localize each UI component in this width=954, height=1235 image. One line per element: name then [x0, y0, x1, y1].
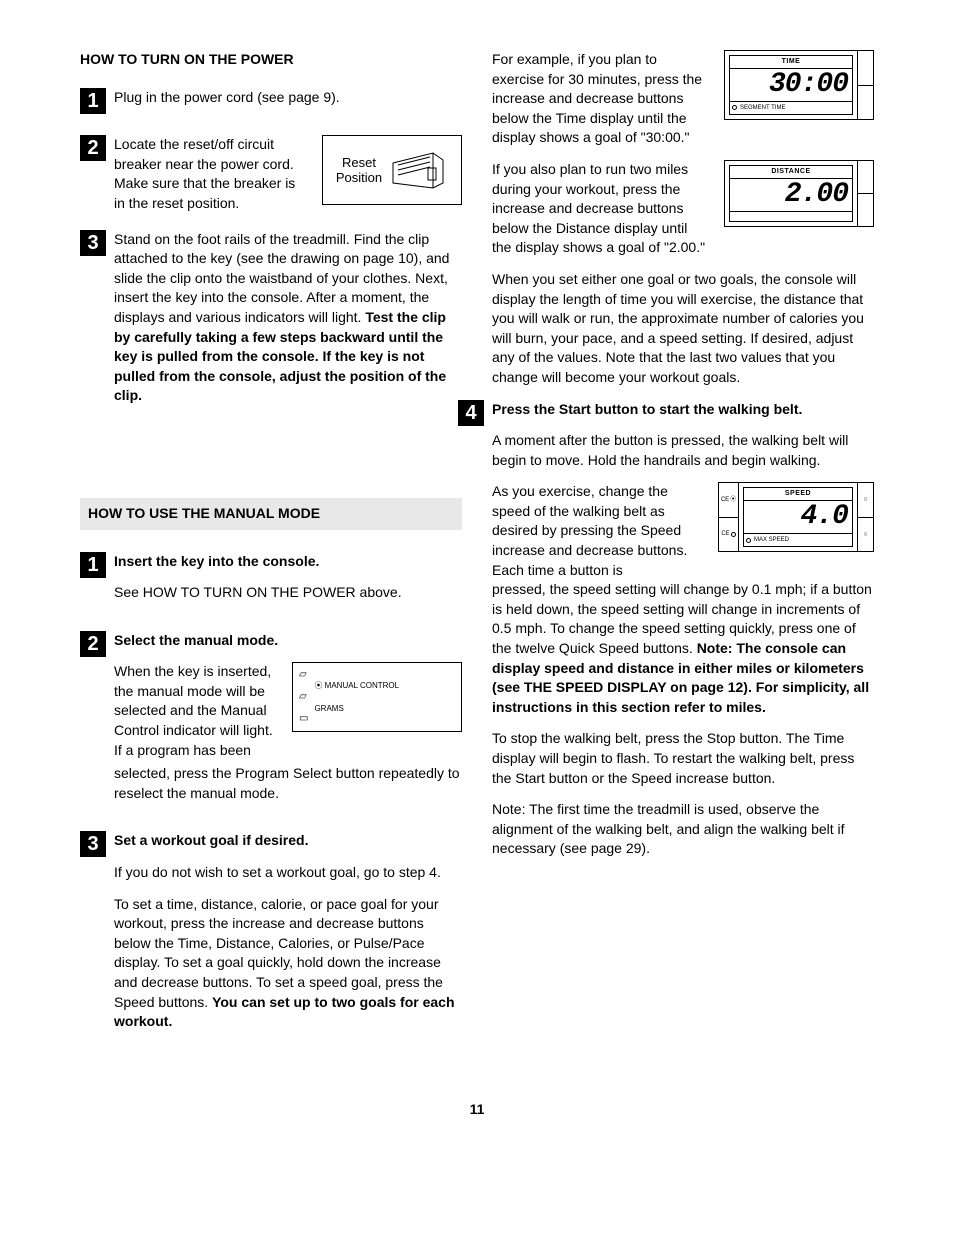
- step-title: Set a workout goal if desired.: [114, 831, 462, 851]
- stop-para: To stop the walking belt, press the Stop…: [492, 729, 874, 788]
- example-time-text: For example, if you plan to exercise for…: [492, 50, 712, 148]
- step-para: To set a time, distance, calorie, or pac…: [114, 895, 462, 1032]
- reset-label-line2: Position: [336, 170, 382, 185]
- reset-label-line1: Reset: [342, 155, 376, 170]
- step-number: 2: [80, 631, 106, 657]
- example-distance-after: the display shows a goal of "2.00.": [492, 238, 874, 258]
- goals-para: When you set either one goal or two goal…: [492, 270, 874, 388]
- step-number: 2: [80, 135, 106, 161]
- manual-step-4: 4 Press the Start button to start the wa…: [458, 400, 874, 871]
- page-columns: HOW TO TURN ON THE POWER 1 Plug in the p…: [80, 50, 874, 1060]
- section-title-manual: HOW TO USE THE MANUAL MODE: [80, 498, 462, 530]
- grams-label: GRAMS: [314, 703, 399, 714]
- step-text-inline: When the key is inserted, the manual mod…: [114, 662, 280, 760]
- step-number: 4: [458, 400, 484, 426]
- lcd-header: SPEED: [743, 487, 853, 501]
- step-para: If you do not wish to set a workout goal…: [114, 863, 462, 883]
- example-distance-text: If you also plan to run two miles during…: [492, 160, 712, 238]
- manual-control-label: ⦿ MANUAL CONTROL: [314, 680, 399, 691]
- lcd-value: 2.00: [729, 179, 853, 212]
- power-step-2: 2 Locate the reset/off circuit breaker n…: [80, 135, 462, 213]
- lcd-value: 30:00: [729, 69, 853, 102]
- step-text-after: selected, press the Program Select butto…: [114, 764, 462, 803]
- step-number: 3: [80, 831, 106, 857]
- profile-icon: ▱: [299, 668, 308, 682]
- time-display-figure: TIME 30:00 SEGMENT TIME: [724, 50, 874, 120]
- power-step-3: 3 Stand on the foot rails of the treadmi…: [80, 230, 462, 418]
- profile-icon: ▭: [299, 712, 308, 726]
- step-text: See HOW TO TURN ON THE POWER above.: [114, 583, 462, 603]
- manual-step-2: 2 Select the manual mode. When the key i…: [80, 631, 462, 816]
- step-title: Insert the key into the console.: [114, 552, 462, 572]
- page-number: 11: [80, 1100, 874, 1120]
- speed-text-after: pressed, the speed setting will change b…: [492, 580, 874, 717]
- left-column: HOW TO TURN ON THE POWER 1 Plug in the p…: [80, 50, 462, 1060]
- lcd-header: TIME: [729, 55, 853, 69]
- profile-icon: ▱: [299, 690, 308, 704]
- speed-display-figure: CE⦿ CE SPEED 4.0 MAX SPEED ○○: [718, 482, 874, 552]
- lcd-header: DISTANCE: [729, 165, 853, 179]
- breaker-icon: [388, 148, 448, 193]
- step-title: Press the Start button to start the walk…: [492, 400, 874, 420]
- step-para: A moment after the button is pressed, th…: [492, 431, 874, 470]
- manual-control-figure: ▱ ▱ ▭ ⦿ MANUAL CONTROL GRAMS: [292, 662, 462, 732]
- step-text: Plug in the power cord (see page 9).: [114, 88, 462, 108]
- step-title: Select the manual mode.: [114, 631, 462, 651]
- step-number: 1: [80, 88, 106, 114]
- distance-display-figure: DISTANCE 2.00: [724, 160, 874, 227]
- section-title-power: HOW TO TURN ON THE POWER: [80, 50, 462, 70]
- manual-step-1: 1 Insert the key into the console. See H…: [80, 552, 462, 615]
- reset-breaker-figure: Reset Position: [322, 135, 462, 205]
- speed-text-inline: As you exercise, change the speed of the…: [492, 482, 706, 580]
- right-column: For example, if you plan to exercise for…: [492, 50, 874, 1060]
- step-text: Stand on the foot rails of the treadmill…: [114, 230, 462, 406]
- power-step-1: 1 Plug in the power cord (see page 9).: [80, 88, 462, 120]
- lcd-footer: MAX SPEED: [754, 536, 789, 544]
- note-para: Note: The first time the treadmill is us…: [492, 800, 874, 859]
- lcd-value: 4.0: [743, 501, 853, 534]
- manual-step-3: 3 Set a workout goal if desired. If you …: [80, 831, 462, 1043]
- step-number: 3: [80, 230, 106, 256]
- lcd-footer: SEGMENT TIME: [740, 104, 785, 112]
- step-text: Locate the reset/off circuit breaker nea…: [114, 135, 310, 213]
- step-number: 1: [80, 552, 106, 578]
